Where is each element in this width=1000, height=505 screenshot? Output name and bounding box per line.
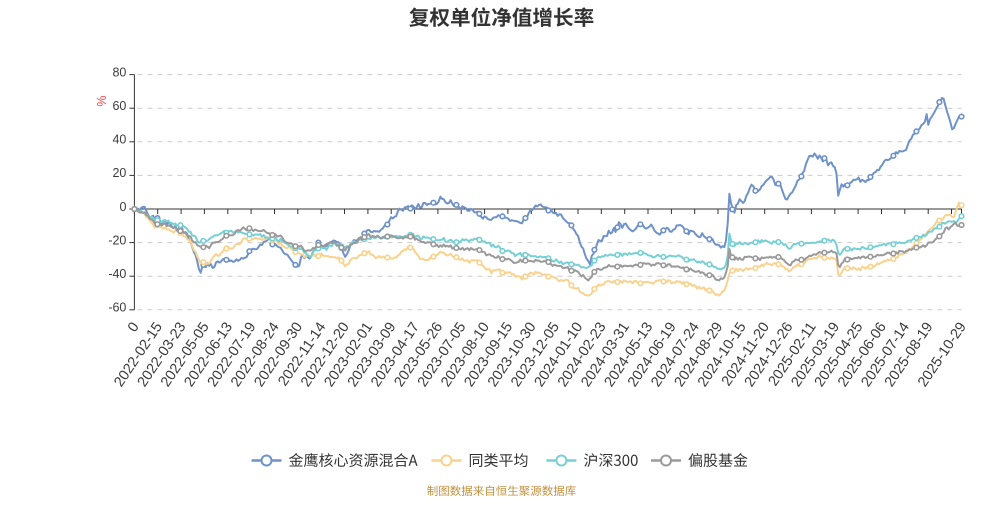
svg-text:-20: -20 (108, 233, 126, 247)
svg-text:%: % (94, 95, 108, 106)
svg-text:80: 80 (112, 65, 126, 79)
svg-text:-40: -40 (108, 267, 126, 281)
svg-text:0: 0 (119, 200, 126, 214)
svg-text:60: 60 (112, 99, 126, 113)
svg-text:20: 20 (112, 166, 126, 180)
svg-text:-60: -60 (108, 301, 126, 315)
svg-text:40: 40 (112, 133, 126, 147)
